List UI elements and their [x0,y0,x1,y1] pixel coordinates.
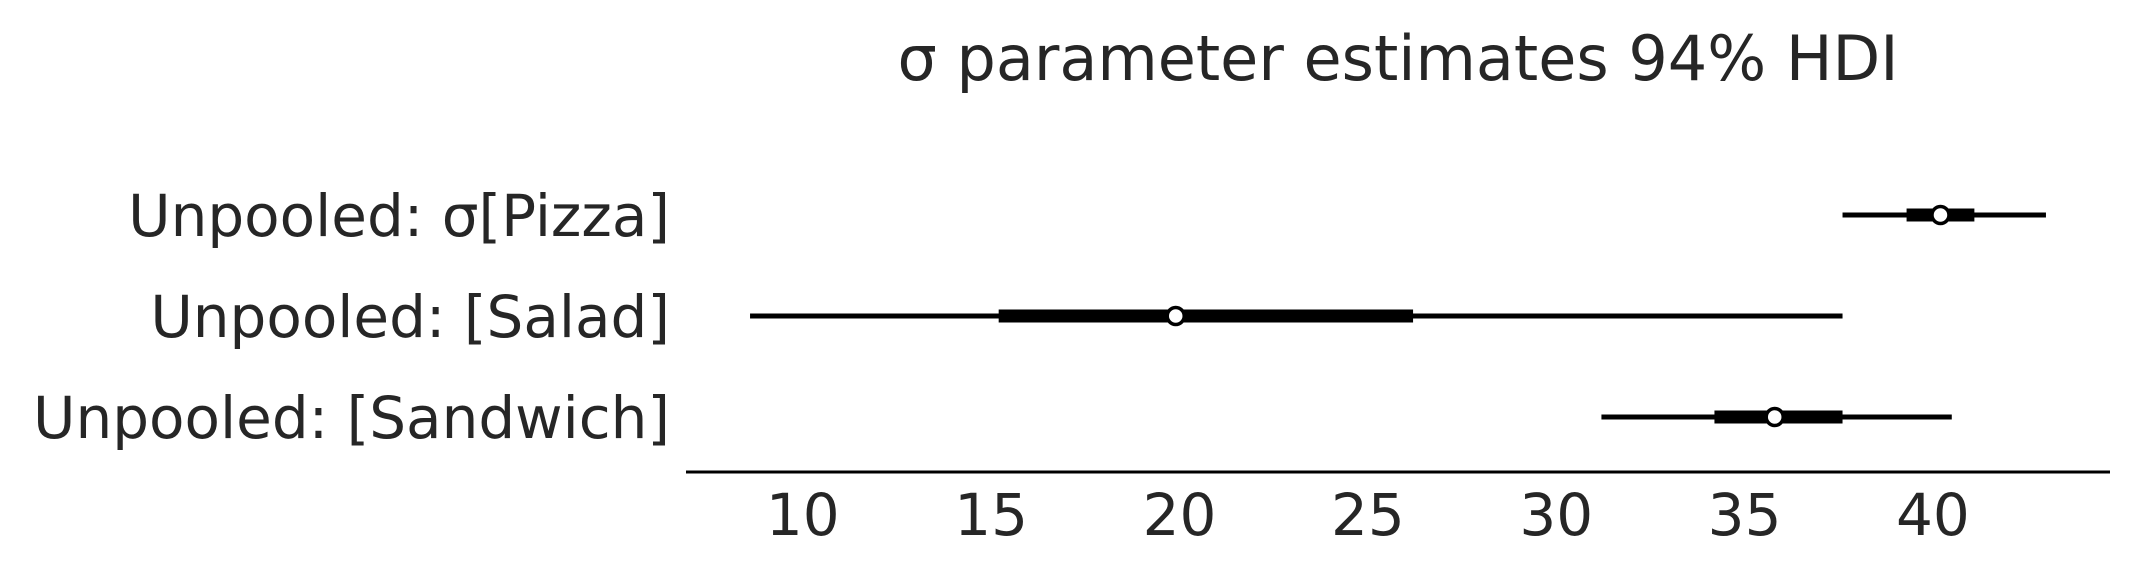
median-point [1930,204,1951,226]
chart-title: σ parameter estimates 94% HDI [897,22,1898,95]
median-point [1764,406,1785,428]
row-label: Unpooled: [Salad] [150,283,670,351]
x-tick-label: 25 [1331,481,1405,549]
median-point [1165,305,1186,327]
rows-group: Unpooled: σ[Pizza] Unpooled: [Salad] Unpoo… [33,182,2046,452]
x-tick-label: 20 [1143,481,1217,549]
row-label: Unpooled: [Sandwich] [33,384,670,452]
x-tick-label: 30 [1519,481,1593,549]
x-ticks-group: 10 15 20 25 30 35 40 [766,481,1970,549]
x-tick-label: 40 [1896,481,1970,549]
x-tick-label: 15 [954,481,1028,549]
x-tick-label: 35 [1708,481,1782,549]
x-tick-label: 10 [766,481,840,549]
row-label: Unpooled: σ[Pizza] [128,182,670,250]
